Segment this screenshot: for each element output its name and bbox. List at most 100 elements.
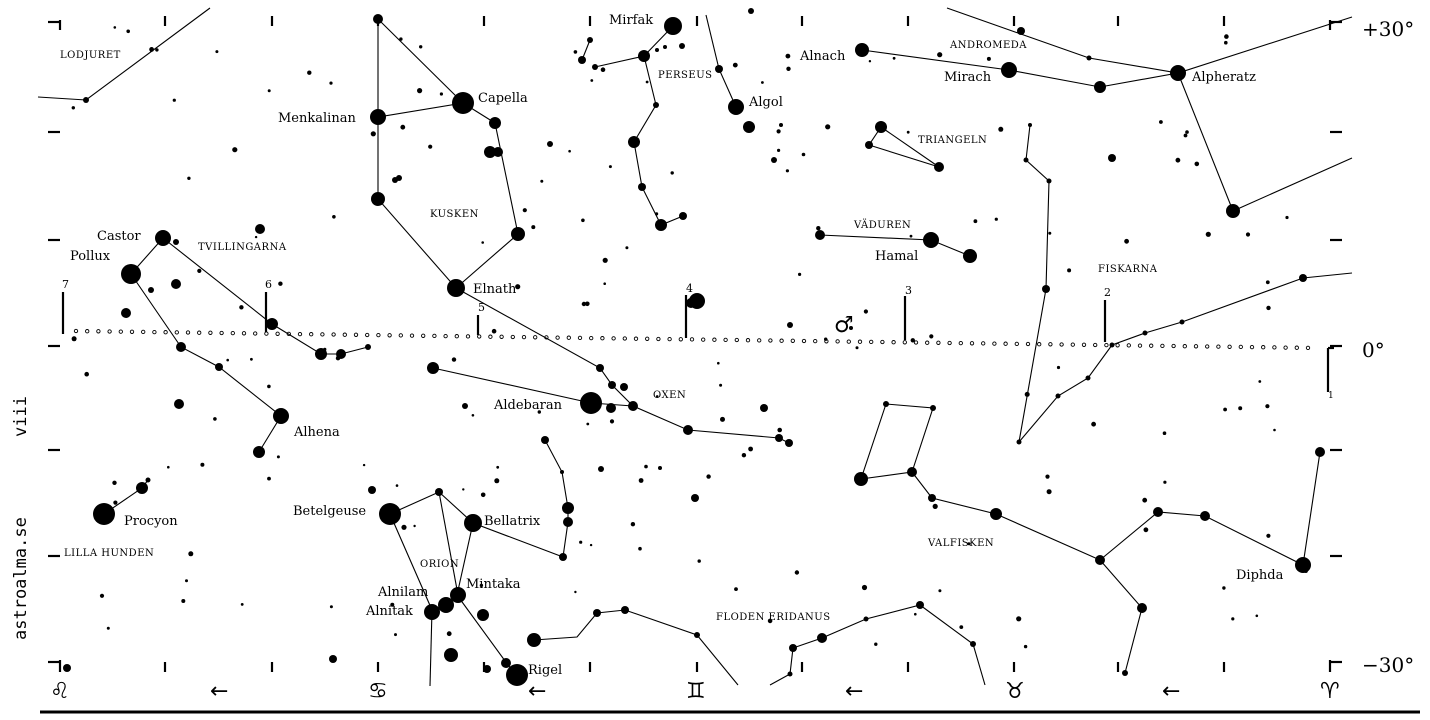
- ecliptic-dot: [1149, 343, 1154, 348]
- ecliptic-dot: [409, 333, 415, 338]
- ecliptic-dot: [1137, 343, 1143, 348]
- faint-star: [1024, 391, 1030, 397]
- ecliptic-line: [73, 328, 1311, 351]
- faint-star: [1245, 232, 1251, 237]
- faint-star: [419, 45, 423, 49]
- constellation-lines: [37, 7, 1353, 687]
- faint-star: [906, 130, 910, 134]
- faint-star: [167, 465, 170, 469]
- faint-star: [531, 225, 536, 230]
- faint-star: [71, 336, 77, 342]
- ecliptic-marker-1: 1: [1328, 391, 1334, 401]
- faint-star: [112, 480, 117, 485]
- ecliptic-dot: [129, 329, 135, 334]
- faint-star: [1067, 268, 1072, 273]
- faint-star: [213, 417, 217, 421]
- label-pollux: Pollux: [70, 249, 111, 264]
- faint-star: [1194, 161, 1200, 167]
- ecliptic-marker-3: 3: [905, 284, 912, 297]
- ecliptic-dot: [454, 334, 459, 339]
- faint-star: [868, 60, 872, 63]
- faint-star: [267, 384, 271, 389]
- ecliptic-dot: [611, 336, 616, 341]
- faint-star: [824, 337, 828, 341]
- declination-top: +30°: [1362, 17, 1414, 41]
- faint-star: [1255, 614, 1259, 618]
- faint-star: [185, 579, 188, 583]
- ecliptic-dot: [1014, 341, 1019, 347]
- faint-star: [400, 124, 406, 130]
- faint-star: [741, 453, 747, 458]
- faint-star: [394, 633, 397, 637]
- ecliptic-dot: [1093, 342, 1098, 348]
- ecliptic-dot: [477, 334, 482, 339]
- ecliptic-dot: [421, 333, 426, 338]
- ecliptic-dot: [902, 340, 907, 345]
- faint-star: [187, 176, 191, 180]
- ecliptic-dot: [678, 337, 683, 342]
- ecliptic-dot: [1227, 344, 1232, 349]
- label-alnilam: Alnilam: [377, 585, 428, 600]
- ecliptic-dot: [869, 339, 874, 345]
- faint-stars: [71, 26, 1308, 649]
- ecliptic-marker-2: 2: [1104, 286, 1111, 299]
- faint-star: [417, 88, 423, 94]
- faint-star: [1048, 231, 1052, 235]
- ecliptic-dot: [1025, 341, 1031, 347]
- const-valfisken: VALFISKEN: [927, 538, 994, 549]
- zodiac-cancer-icon: ♋: [368, 679, 388, 704]
- ecliptic-dot: [488, 334, 493, 339]
- faint-star: [395, 484, 399, 487]
- ecliptic-marker-7: 7: [62, 278, 69, 291]
- faint-star: [1231, 617, 1235, 621]
- ecliptic-marker-5: 5: [478, 301, 485, 314]
- ecliptic-dot: [633, 336, 639, 341]
- faint-star: [1224, 40, 1228, 45]
- label-alnach: Alnach: [799, 49, 846, 64]
- ecliptic-dot: [913, 340, 919, 345]
- ecliptic-dot: [152, 329, 157, 335]
- faint-star: [655, 212, 659, 216]
- ecliptic-dot: [656, 336, 661, 342]
- ecliptic-dot: [365, 332, 370, 338]
- ecliptic-dot: [275, 331, 280, 336]
- faint-star: [399, 37, 403, 41]
- ecliptic-dot: [533, 335, 538, 340]
- faint-star: [603, 282, 606, 286]
- ecliptic-dot: [1272, 345, 1277, 350]
- ecliptic-dot: [600, 336, 605, 341]
- ecliptic-dot: [118, 329, 123, 334]
- faint-star: [697, 559, 701, 563]
- faint-star: [240, 603, 244, 606]
- site-label: astroalma.se: [11, 517, 31, 640]
- const-lilla-hunden: LILLA HUNDEN: [64, 548, 154, 559]
- faint-star: [1162, 431, 1167, 436]
- faint-star: [892, 56, 896, 60]
- faint-star: [719, 383, 723, 387]
- faint-star: [413, 524, 416, 528]
- faint-star: [785, 53, 791, 59]
- faint-star: [471, 414, 475, 417]
- ecliptic-dot: [309, 332, 314, 337]
- faint-star: [1091, 421, 1096, 427]
- faint-star: [1185, 130, 1189, 134]
- label-elnath: Elnath: [473, 282, 517, 297]
- faint-star: [71, 106, 76, 110]
- faint-star: [589, 543, 593, 547]
- ecliptic-dot: [432, 333, 437, 339]
- faint-star: [1266, 533, 1271, 538]
- ecliptic-dot: [230, 330, 235, 336]
- faint-star: [720, 416, 725, 422]
- ecliptic-dot: [813, 338, 818, 344]
- faint-star: [323, 347, 327, 351]
- faint-star: [706, 474, 711, 479]
- faint-star: [914, 612, 917, 616]
- faint-star: [734, 587, 738, 591]
- faint-star: [267, 89, 271, 93]
- ecliptic-dot: [1294, 345, 1299, 350]
- ecliptic-dot: [1305, 345, 1311, 351]
- ecliptic-dot: [801, 338, 807, 344]
- faint-star: [1266, 305, 1271, 311]
- faint-star: [267, 476, 271, 481]
- ecliptic-dot: [936, 340, 941, 345]
